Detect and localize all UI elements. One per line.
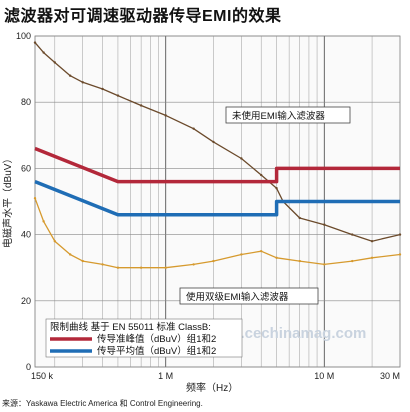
data-point bbox=[116, 94, 120, 97]
data-point bbox=[323, 223, 326, 226]
y-tick-label: 80 bbox=[21, 97, 31, 107]
data-point bbox=[351, 259, 354, 263]
data-point bbox=[323, 263, 326, 266]
data-point bbox=[275, 187, 278, 190]
x-tick-label: 1 M bbox=[158, 371, 173, 381]
chart-title: 滤波器对可调速驱动器传导EMI的效果 bbox=[4, 8, 282, 25]
data-point bbox=[164, 114, 167, 117]
legend-title: 限制曲线 基于 EN 55011 标准 ClassB: bbox=[50, 321, 211, 333]
data-point bbox=[139, 266, 143, 269]
data-point bbox=[351, 233, 354, 236]
watermark: www.cechinamag.com bbox=[205, 325, 366, 342]
data-point bbox=[370, 256, 374, 259]
y-axis-label: 电磁声水平（dBuV） bbox=[1, 154, 14, 248]
series-layer bbox=[33, 41, 402, 269]
annotation-unfiltered: 未使用EMI输入滤波器 bbox=[232, 110, 325, 122]
data-point bbox=[192, 127, 195, 130]
series-average-limit bbox=[34, 179, 400, 217]
annotation-box-filtered bbox=[179, 287, 319, 305]
y-tick-label: 100 bbox=[16, 31, 31, 41]
data-point bbox=[298, 216, 301, 220]
data-point bbox=[164, 266, 167, 269]
data-point bbox=[398, 253, 402, 256]
data-point bbox=[33, 196, 37, 200]
data-point bbox=[275, 256, 278, 259]
data-point bbox=[42, 51, 45, 54]
x-axis-label: 频率（Hz） bbox=[186, 381, 238, 394]
legend-label-average: 传导平均值（dBuV）组1和2 bbox=[97, 345, 216, 357]
data-point bbox=[240, 253, 243, 256]
data-point bbox=[81, 259, 84, 263]
data-point bbox=[192, 263, 195, 266]
data-point bbox=[240, 157, 243, 160]
legend-label-quasi-peak: 传导准峰值（dBuV）组1和2 bbox=[97, 333, 216, 345]
data-point bbox=[68, 253, 72, 256]
source-note: 来源：Yaskawa Electric America 和 Control En… bbox=[2, 399, 203, 408]
x-tick-label: 30 M bbox=[380, 371, 400, 381]
data-point bbox=[259, 249, 263, 253]
data-point bbox=[139, 104, 143, 107]
x-tick-label: 150 k bbox=[31, 371, 54, 381]
series-quasi-peak-limit bbox=[34, 146, 400, 184]
data-point bbox=[212, 140, 215, 144]
data-point bbox=[53, 240, 57, 243]
data-point bbox=[53, 61, 57, 64]
data-point bbox=[81, 81, 84, 84]
y-tick-label: 60 bbox=[21, 163, 31, 173]
x-tick-label: 10 M bbox=[314, 371, 334, 381]
data-point bbox=[42, 220, 45, 223]
data-point bbox=[33, 41, 37, 44]
y-tick-label: 0 bbox=[26, 362, 31, 372]
data-point bbox=[68, 74, 72, 77]
tick-layer: 0 20 40 60 80 100 150 k 1 M 10 M 30 M bbox=[16, 31, 400, 381]
data-point bbox=[212, 259, 215, 263]
data-point bbox=[370, 240, 374, 243]
annotation-box-unfiltered bbox=[225, 106, 351, 124]
y-tick-label: 40 bbox=[21, 230, 31, 240]
series-unfiltered bbox=[34, 42, 401, 242]
data-point bbox=[101, 263, 104, 266]
data-point bbox=[116, 266, 120, 269]
y-tick-label: 20 bbox=[21, 296, 31, 306]
data-point bbox=[101, 87, 104, 91]
data-point bbox=[398, 233, 402, 236]
data-point bbox=[298, 259, 301, 263]
data-point bbox=[259, 173, 263, 177]
annotation-filtered: 使用双级EMI输入滤波器 bbox=[186, 291, 289, 303]
